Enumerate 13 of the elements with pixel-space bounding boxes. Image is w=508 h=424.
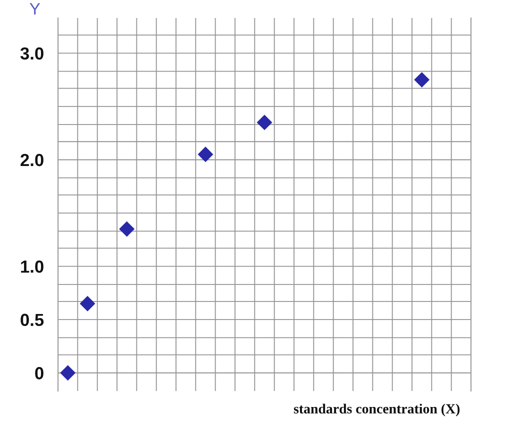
point [256, 114, 272, 130]
point [60, 365, 76, 381]
point [198, 146, 214, 162]
y-axis-title: Y [30, 3, 40, 15]
y-tick-label: 3.0 [20, 47, 44, 60]
y-tick-label: 1.0 [21, 260, 44, 273]
point [414, 72, 430, 88]
y-tick-label: 0.5 [20, 314, 44, 326]
x-axis-title: standards concentration (X) [294, 404, 460, 416]
y-tick-label: 0 [35, 367, 44, 380]
y-tick-label: 2.0 [20, 154, 44, 166]
point [119, 221, 135, 237]
point [80, 296, 96, 312]
